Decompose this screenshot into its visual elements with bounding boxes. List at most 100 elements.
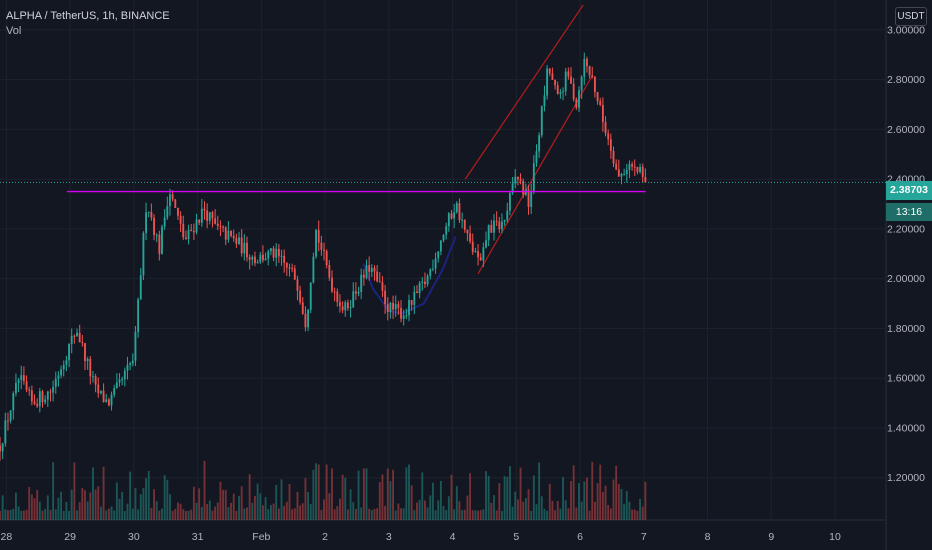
time-axis[interactable]: 28 29 30 31 Feb 2 3 4 5 6 7 8 9 10 bbox=[1, 531, 841, 543]
candle-body bbox=[469, 233, 472, 242]
volume-bar bbox=[187, 510, 190, 520]
volume-bar bbox=[182, 509, 185, 520]
volume-bar bbox=[325, 464, 328, 520]
candle-body bbox=[28, 389, 31, 391]
volume-bar bbox=[506, 476, 509, 520]
price-axis[interactable]: 3.000002.800002.600002.400002.200002.000… bbox=[887, 24, 925, 484]
candle-body bbox=[378, 281, 381, 283]
candle-body bbox=[570, 76, 572, 84]
candle-body bbox=[81, 342, 84, 344]
candle-body bbox=[22, 375, 25, 382]
volume-bar bbox=[447, 496, 450, 520]
candle-body bbox=[4, 420, 7, 444]
candle-body bbox=[625, 169, 628, 174]
time-tick-label: 9 bbox=[768, 531, 774, 543]
candle-body bbox=[429, 269, 432, 276]
candle-body bbox=[455, 203, 458, 213]
candle-body bbox=[291, 268, 294, 270]
volume-indicator-label[interactable]: Vol bbox=[6, 25, 22, 37]
candle-body bbox=[33, 401, 36, 404]
volume-bar bbox=[28, 487, 31, 520]
candle-body bbox=[471, 241, 474, 253]
price-tick-label: 2.20000 bbox=[887, 223, 925, 235]
volume-bar bbox=[254, 495, 256, 520]
candle-body bbox=[182, 223, 185, 238]
candle-body bbox=[254, 256, 256, 264]
volume-bar bbox=[437, 500, 440, 520]
candle-body bbox=[68, 343, 70, 361]
candle-body bbox=[46, 391, 49, 400]
time-tick-label: 7 bbox=[641, 531, 647, 543]
currency-button[interactable]: USDT bbox=[895, 7, 927, 26]
volume-bar bbox=[540, 496, 543, 520]
volume-bar bbox=[471, 510, 474, 520]
volume-bar bbox=[333, 509, 336, 520]
volume-bar bbox=[490, 502, 493, 520]
candle-body bbox=[177, 207, 179, 216]
volume-bar bbox=[256, 483, 259, 520]
volume-bar bbox=[150, 507, 153, 520]
volume-bar bbox=[402, 508, 405, 520]
candle-body bbox=[535, 151, 538, 164]
volume-bar bbox=[341, 474, 344, 520]
time-tick-label: 28 bbox=[1, 531, 13, 543]
candle-body bbox=[636, 166, 639, 172]
price-tick-label: 2.60000 bbox=[887, 124, 925, 136]
volume-bar bbox=[352, 502, 355, 520]
candle-body bbox=[312, 256, 315, 283]
candle-body bbox=[304, 313, 307, 328]
volume-bar bbox=[408, 464, 410, 520]
volume-bar bbox=[145, 478, 148, 520]
volume-bar bbox=[158, 510, 161, 520]
volume-bar bbox=[360, 507, 363, 520]
volume-bar bbox=[153, 489, 155, 520]
candle-body bbox=[490, 224, 493, 233]
volume-bar bbox=[524, 498, 527, 520]
candle-body bbox=[163, 217, 166, 227]
candle-body bbox=[12, 393, 15, 411]
volume-bar bbox=[461, 510, 464, 520]
candle-body bbox=[506, 210, 509, 221]
last-price-tag: 2.38703 bbox=[886, 181, 932, 200]
drawings[interactable] bbox=[362, 4, 594, 315]
candle-body bbox=[511, 183, 514, 194]
volume-bar bbox=[320, 510, 323, 520]
time-tick-label: 30 bbox=[128, 531, 140, 543]
volume-bar bbox=[174, 508, 177, 520]
drawings-front[interactable] bbox=[0, 181, 886, 193]
candle-body bbox=[192, 231, 195, 233]
candle-body bbox=[410, 300, 413, 305]
candle-body bbox=[107, 399, 110, 406]
candle-body bbox=[461, 219, 464, 221]
candle-body bbox=[54, 378, 57, 387]
time-tick-label: Feb bbox=[252, 531, 270, 543]
volume-bar bbox=[118, 498, 121, 520]
volume-bar bbox=[134, 488, 137, 520]
volume-bar bbox=[591, 461, 594, 520]
candle-body bbox=[62, 364, 65, 370]
candle-body bbox=[17, 379, 20, 383]
candle-body bbox=[554, 79, 557, 86]
candle-body bbox=[137, 299, 140, 333]
volume-bar bbox=[89, 492, 92, 520]
volume-bar bbox=[323, 499, 325, 520]
candle-body bbox=[161, 226, 163, 254]
candle-body bbox=[617, 169, 620, 177]
candle-body bbox=[280, 255, 283, 257]
candle-body bbox=[400, 308, 402, 319]
candle-body bbox=[198, 219, 201, 223]
candle-body bbox=[572, 83, 575, 100]
volume-bar bbox=[107, 508, 110, 520]
candle-body bbox=[508, 193, 511, 211]
volume-bar bbox=[439, 480, 442, 520]
volume-bar bbox=[4, 509, 7, 520]
volume-bar bbox=[309, 504, 312, 520]
bar-countdown-tag: 13:16 bbox=[886, 203, 932, 221]
volume-bar bbox=[243, 508, 246, 520]
candle-body bbox=[530, 190, 533, 207]
volume-bar bbox=[400, 508, 402, 520]
symbol-title[interactable]: ALPHA / TetherUS, 1h, BINANCE bbox=[6, 10, 170, 22]
volume-bar bbox=[474, 510, 477, 520]
candle-body bbox=[65, 360, 68, 365]
